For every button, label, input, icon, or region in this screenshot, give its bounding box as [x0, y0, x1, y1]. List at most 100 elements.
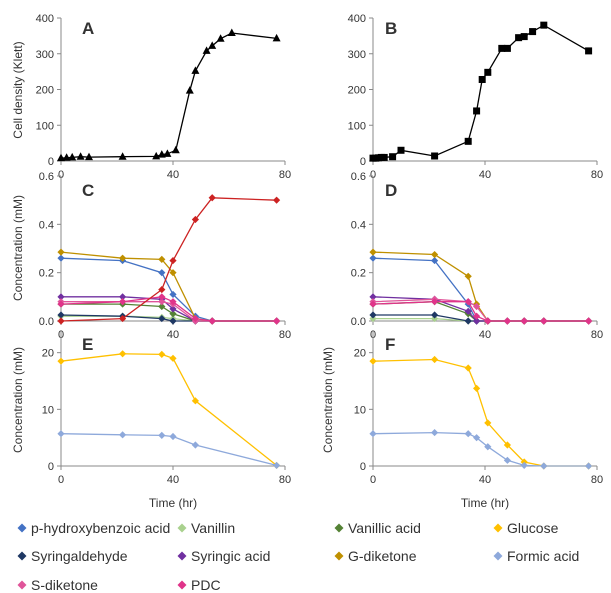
y-axis-title: Concentration (mM): [11, 347, 25, 453]
series-vanillin: [369, 314, 593, 325]
legend-label: Syringic acid: [191, 548, 270, 564]
data-point: [62, 153, 71, 161]
legend-marker: [17, 580, 27, 590]
data-point: [227, 28, 236, 37]
x-axis-title: Time (hr): [149, 496, 197, 510]
data-point: [540, 21, 548, 29]
y-tick-label: 200: [348, 85, 366, 97]
legend-item: Vanillic acid: [334, 520, 421, 536]
data-point: [484, 68, 492, 76]
data-point: [57, 248, 65, 256]
y-tick-label: 100: [348, 120, 366, 132]
y-tick-label: 0.2: [39, 268, 54, 280]
data-point: [169, 317, 177, 325]
data-point: [484, 443, 492, 451]
data-point: [57, 317, 65, 325]
panel-letter: F: [385, 335, 395, 354]
data-point: [57, 430, 65, 438]
data-point: [380, 153, 388, 161]
series-vanillin: [57, 312, 281, 325]
data-point: [431, 314, 439, 323]
legend-item: Formic acid: [493, 548, 579, 564]
data-point: [76, 152, 85, 160]
data-point: [119, 314, 127, 323]
data-point: [158, 285, 166, 294]
series-p-hydroxybenzoic-acid: [57, 254, 281, 325]
data-point: [520, 33, 528, 41]
data-point: [585, 47, 593, 55]
x-tick-label: 40: [479, 474, 491, 486]
data-point: [369, 314, 377, 323]
data-point: [158, 350, 166, 358]
x-tick-label: 40: [167, 329, 179, 341]
data-point: [158, 431, 166, 439]
data-point: [464, 298, 472, 306]
panel-d: 0.0 0.2 0.4 0.6 0 40 80 D: [351, 171, 603, 341]
data-point: [57, 311, 65, 319]
data-point: [369, 311, 377, 319]
panel-c: 0.0 0.2 0.4 0.6 0 40 80 C Concentration (mM): [11, 171, 291, 341]
data-point: [503, 317, 511, 325]
data-point: [68, 152, 77, 161]
x-tick-label: 80: [591, 474, 603, 486]
y-tick-label: 400: [36, 13, 54, 25]
data-point: [169, 290, 177, 299]
y-tick-label: 300: [36, 49, 54, 61]
series-unnamed: [57, 28, 281, 162]
x-tick-label: 80: [591, 169, 603, 181]
data-point: [208, 194, 216, 202]
data-point: [169, 354, 177, 362]
data-point: [369, 293, 377, 301]
series-glucose: [369, 355, 593, 470]
series-line: [372, 251, 589, 322]
data-point: [169, 305, 177, 313]
y-tick-label: 10: [354, 404, 366, 416]
data-point: [57, 300, 65, 308]
x-tick-label: 40: [479, 169, 491, 181]
legend-item: Vanillin: [177, 520, 235, 536]
x-tick-label: 40: [167, 169, 179, 181]
data-point: [515, 34, 523, 42]
series-formic-acid: [57, 430, 281, 470]
series-line: [60, 296, 277, 322]
x-tick-label: 0: [370, 474, 376, 486]
data-point: [397, 146, 405, 154]
data-point: [540, 317, 548, 325]
legend-marker: [177, 523, 187, 533]
data-point: [464, 430, 472, 438]
data-point: [498, 44, 506, 52]
data-point: [118, 152, 127, 160]
data-point: [369, 430, 377, 438]
data-point: [369, 248, 377, 256]
data-point: [185, 86, 194, 94]
data-point: [191, 66, 200, 74]
data-point: [503, 456, 511, 464]
series-unnamed: [57, 194, 281, 325]
x-tick-label: 0: [58, 169, 64, 181]
x-axis-title: Time (hr): [461, 496, 509, 510]
y-tick-label: 0: [360, 156, 366, 168]
data-point: [431, 428, 439, 437]
data-point: [119, 350, 127, 358]
x-tick-label: 80: [279, 474, 291, 486]
data-point: [431, 298, 439, 306]
data-point: [119, 431, 127, 439]
data-point: [273, 196, 281, 204]
panel-e: 0 10 20 0 40 80 E Concentration (mM) Time (hr): [11, 330, 291, 510]
data-point: [119, 293, 127, 301]
data-point: [431, 311, 439, 319]
panel-letter: B: [385, 19, 397, 38]
legend-marker: [493, 523, 503, 533]
x-tick-label: 80: [279, 169, 291, 181]
panel-letter: C: [82, 181, 94, 200]
data-point: [473, 384, 481, 392]
y-tick-label: 20: [354, 348, 366, 360]
x-tick-label: 0: [58, 474, 64, 486]
y-axis-title: Concentration (mM): [321, 347, 335, 453]
x-tick-label: 40: [479, 329, 491, 341]
data-point: [158, 293, 166, 301]
legend-item: PDC: [177, 577, 221, 593]
legend-item: Syringaldehyde: [17, 548, 128, 564]
y-tick-label: 10: [42, 404, 54, 416]
